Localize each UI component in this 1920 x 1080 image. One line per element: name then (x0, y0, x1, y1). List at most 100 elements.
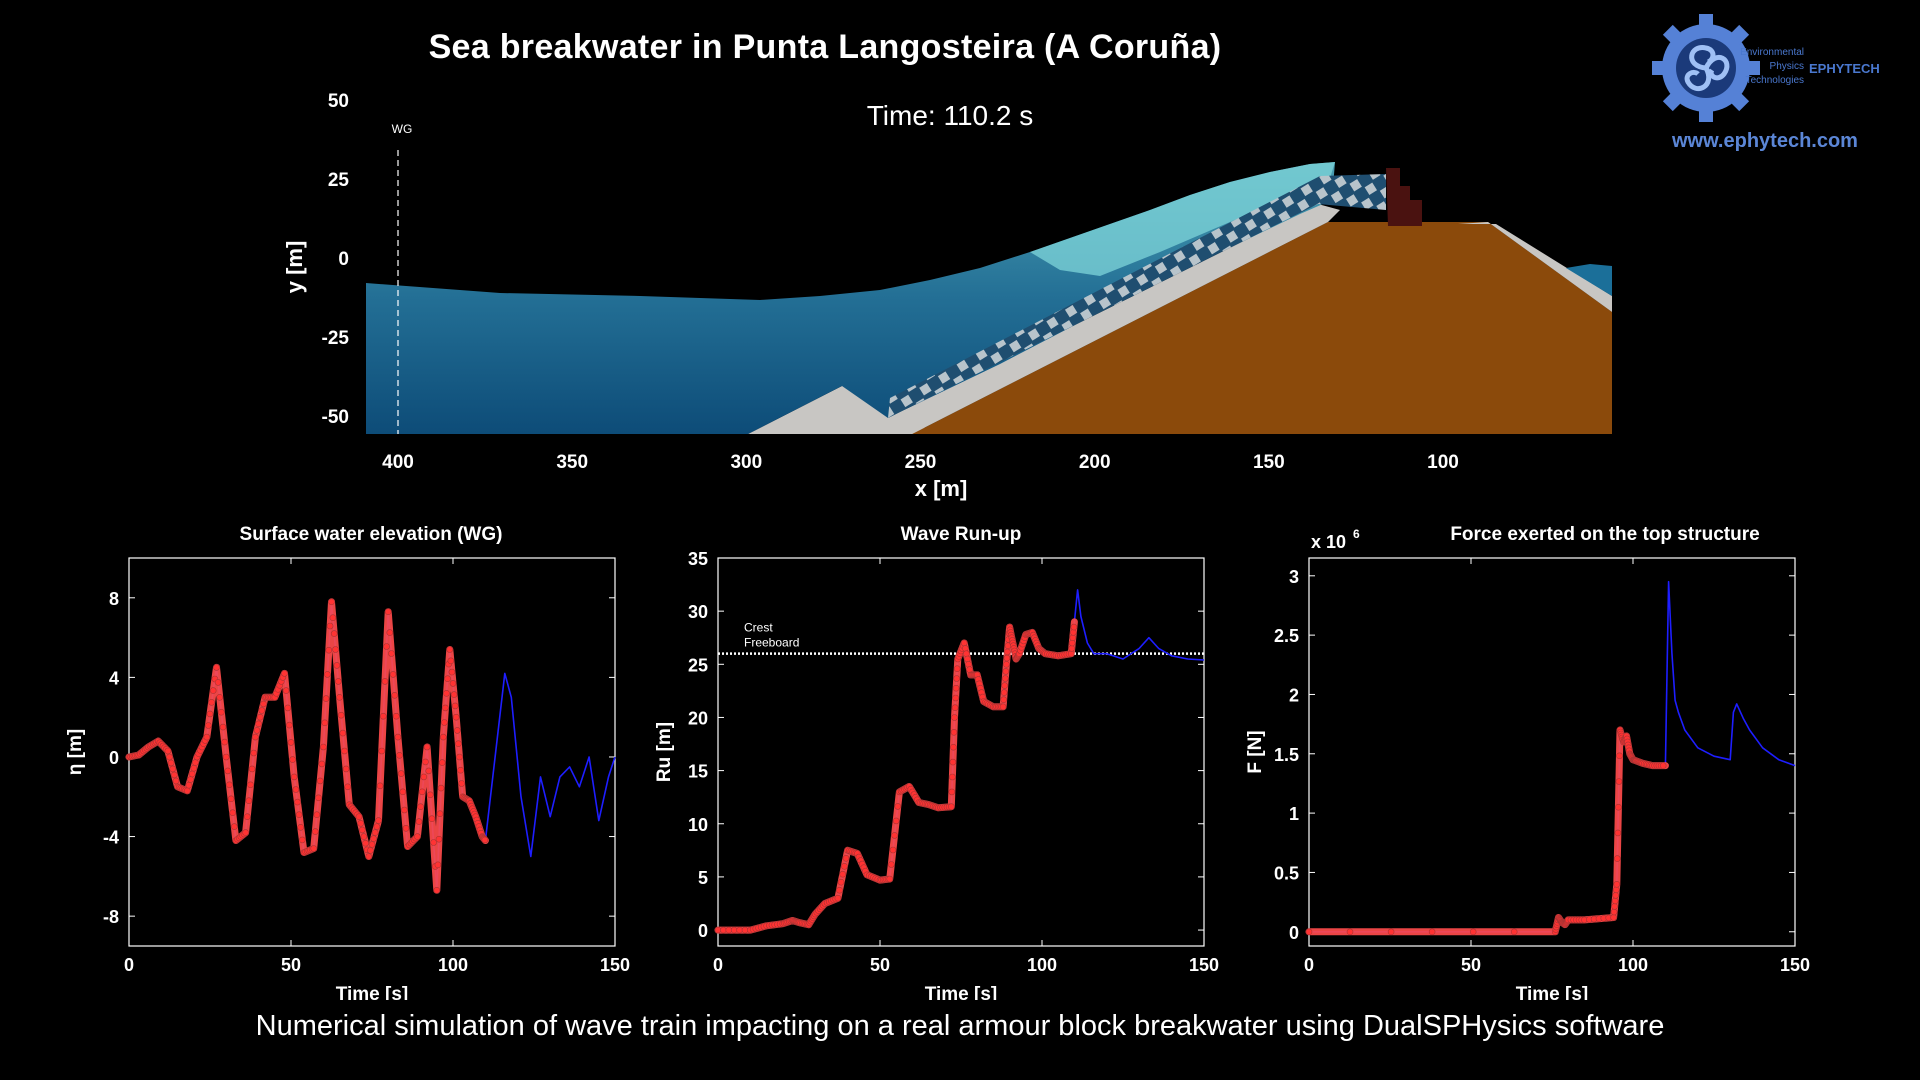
data-point (208, 699, 215, 706)
data-point (247, 781, 254, 789)
data-point (245, 797, 253, 805)
data-point (842, 854, 850, 862)
sea-water (366, 162, 1335, 434)
data-point (1001, 675, 1009, 682)
data-point (216, 694, 223, 701)
data-point (357, 819, 365, 827)
data-point (206, 710, 214, 718)
data-point (889, 846, 897, 854)
data-point (221, 738, 228, 746)
data-point (422, 758, 429, 766)
data-point (414, 833, 421, 840)
data-point (950, 743, 957, 751)
data-point (951, 704, 959, 711)
data-point (951, 714, 958, 721)
data-point (965, 661, 972, 668)
data-point (164, 747, 172, 755)
data-point (964, 655, 971, 663)
experimental-markers (714, 623, 1078, 934)
data-point (725, 926, 733, 934)
x-tick-label: 150 (1189, 955, 1219, 975)
experimental-markers (1305, 726, 1667, 936)
data-point (379, 712, 387, 720)
data-point (444, 675, 451, 682)
data-point (447, 657, 455, 665)
data-point (720, 926, 727, 934)
y-axis-label: y [m] (282, 241, 307, 294)
data-point (1346, 928, 1354, 936)
data-point (318, 760, 326, 768)
data-point (415, 818, 423, 825)
data-point (344, 783, 352, 791)
data-point (224, 767, 232, 775)
data-point (1004, 648, 1011, 656)
x-axis-label: Time [s] (925, 984, 998, 1000)
data-point (947, 803, 955, 811)
data-point (292, 786, 300, 793)
data-point (297, 823, 305, 831)
data-point (1612, 892, 1620, 899)
data-point (841, 862, 848, 870)
data-point (192, 759, 199, 766)
logo-url[interactable]: www.ephytech.com (1672, 130, 1858, 152)
data-point (172, 777, 180, 785)
y-tick-label: 4 (109, 668, 119, 688)
x-tick-label: 100 (1027, 955, 1057, 975)
data-point (171, 771, 178, 779)
data-point (1612, 886, 1620, 894)
data-point (949, 773, 956, 781)
data-point (481, 836, 489, 844)
data-point (339, 729, 347, 737)
plot-area (1308, 557, 1796, 947)
data-point (437, 784, 445, 792)
data-point (886, 875, 893, 883)
data-point (1068, 645, 1076, 652)
x-tick-label: 50 (1461, 955, 1481, 975)
data-point (961, 645, 969, 652)
data-point (321, 719, 329, 727)
x-axis-label: x [m] (915, 476, 968, 501)
data-point (442, 704, 449, 712)
chart-title: Wave Run-up (901, 524, 1022, 545)
data-point (256, 713, 264, 721)
data-point (391, 692, 399, 699)
data-point (209, 687, 217, 694)
logo (1652, 14, 1760, 122)
data-point (325, 646, 333, 654)
gear-triskelion-icon (1652, 14, 1760, 122)
data-point (436, 810, 444, 818)
harbour-water (1566, 264, 1612, 296)
y-tick-label: -4 (103, 828, 119, 848)
data-point (184, 787, 191, 795)
data-point (326, 622, 334, 630)
data-point (434, 861, 442, 869)
y-tick-label: 0 (338, 249, 349, 270)
data-point (425, 767, 433, 775)
force-chart: Force exerted on the top structure x 10 6 0… (1245, 524, 1810, 1000)
data-point (378, 747, 386, 755)
data-point (1000, 696, 1008, 703)
y-tick-label: 1 (1289, 804, 1299, 824)
y-tick-label: 3 (1289, 567, 1299, 587)
data-point (999, 703, 1007, 711)
data-point (298, 836, 306, 844)
data-point (399, 788, 407, 796)
data-point (322, 695, 330, 702)
data-point (1610, 914, 1617, 921)
y-axis-label: F [N] (1245, 730, 1266, 773)
data-point (952, 684, 960, 692)
data-point (295, 811, 303, 819)
x-axis-label: Time [s] (1516, 984, 1589, 1000)
data-point (187, 776, 194, 783)
x-tick-label: 0 (713, 955, 723, 975)
data-point (389, 671, 397, 678)
data-point (446, 646, 454, 653)
data-point (420, 773, 428, 781)
data-point (1615, 778, 1623, 785)
data-point (451, 702, 459, 710)
y-tick-label: 30 (688, 602, 708, 622)
wave-gauge-label: WG (392, 122, 413, 136)
data-point (371, 829, 379, 836)
y-tick-label: 8 (109, 589, 119, 609)
